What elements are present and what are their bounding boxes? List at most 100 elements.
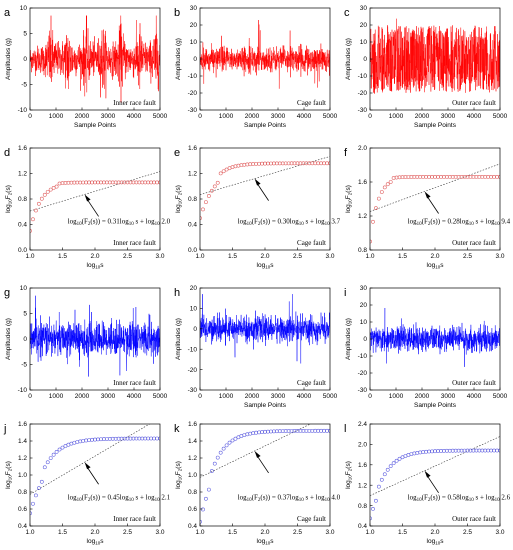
x-tick-label: 5000 [323, 113, 338, 120]
y-tick-label: 10 [190, 306, 198, 313]
plot-area [30, 171, 160, 233]
data-marker [376, 484, 381, 489]
x-tick-label: 1000 [49, 393, 64, 400]
ylabel-part: log [175, 480, 182, 489]
x-tick-label: 3.0 [325, 529, 334, 536]
equation-part: 3.7 [330, 217, 341, 225]
equation-part: (s)) = 0.37log [260, 493, 299, 501]
plot-area [370, 163, 500, 244]
fault-annotation: Inner race fault [113, 239, 156, 247]
y-axis-label: log10F2(s) [345, 461, 353, 489]
equation-part: (s)) = 0.31log [90, 217, 129, 225]
data-marker [209, 188, 214, 193]
y-tick-label: 2.4 [358, 421, 367, 428]
y-tick-label: 10 [360, 39, 368, 46]
y-tick-label: -30 [188, 107, 198, 114]
data-marker [388, 464, 393, 469]
y-tick-label: 20 [360, 302, 368, 309]
xlabel-part: log [427, 262, 436, 269]
y-axis-label: log10F2(s) [5, 185, 13, 213]
data-marker [54, 449, 59, 454]
panel-letter: h [174, 287, 180, 299]
equation-part: 10 [325, 498, 331, 503]
ylabel-part: log [5, 204, 12, 213]
data-marker [224, 443, 229, 448]
signal-trace [30, 15, 160, 103]
data-marker [57, 447, 62, 452]
arrow-shaft [256, 454, 269, 474]
equation-part: (s)) = 0.30log [260, 217, 299, 225]
ylabel-part: F [345, 195, 352, 199]
axes-frame [199, 287, 331, 391]
y-tick-label: -5 [21, 362, 27, 369]
fit-equation: log10(F2(s)) = 0.45log10 s + log10 2.1 [68, 493, 171, 503]
x-axis-label: Sample Points [414, 402, 457, 409]
y-tick-label: 5 [23, 311, 27, 318]
equation-part: 10 [299, 498, 305, 503]
data-marker [206, 487, 211, 492]
xlabel-part: log [87, 538, 96, 545]
y-tick-label: 20 [360, 22, 368, 29]
x-tick-label: 0 [198, 393, 202, 400]
ylabel-part: (s) [345, 461, 352, 469]
data-marker [248, 431, 253, 436]
fit-line [200, 424, 312, 478]
equation-part: 10 [495, 498, 501, 503]
y-axis-label: Amplitudes (g) [5, 38, 12, 80]
equation-part: s + log [134, 493, 155, 501]
x-tick-label: 2.5 [293, 253, 302, 260]
y-tick-label: -20 [188, 367, 198, 374]
x-tick-label: 3.0 [325, 253, 334, 260]
y-tick-label: 1.2 [188, 455, 197, 462]
y-tick-label: -20 [358, 370, 368, 377]
y-tick-label: 10 [20, 285, 28, 292]
equation-part: (s)) = 0.58log [430, 493, 469, 501]
y-tick-label: -30 [358, 387, 368, 394]
arrow-head [254, 178, 261, 186]
y-tick-label: -10 [18, 107, 28, 114]
data-marker [200, 216, 202, 221]
y-tick-label: 0.4 [18, 523, 27, 530]
data-marker [215, 455, 220, 460]
x-tick-label: 0 [28, 393, 32, 400]
x-tick-label: 2.0 [430, 253, 439, 260]
x-tick-label: 2000 [75, 393, 90, 400]
x-tick-label: 0 [368, 393, 372, 400]
y-tick-label: 1.2 [188, 171, 197, 178]
x-tick-label: 2.5 [293, 529, 302, 536]
panel-letter: g [4, 287, 10, 299]
ylabel-part: (s) [175, 461, 182, 469]
ylabel-part: (s) [175, 185, 182, 193]
y-tick-label: -10 [358, 353, 368, 360]
ylabel-part: log [5, 480, 12, 489]
data-marker [206, 194, 211, 198]
y-tick-label: 1.6 [358, 462, 367, 469]
signal-trace [30, 295, 160, 377]
y-tick-label: 0 [363, 336, 367, 343]
equation-part: 2 [428, 222, 431, 227]
panel-letter: d [4, 147, 10, 159]
plot-area [200, 424, 330, 524]
x-tick-label: 2000 [415, 113, 430, 120]
y-tick-label: 0 [193, 56, 197, 63]
data-marker [30, 228, 32, 233]
data-marker [233, 436, 238, 441]
x-axis-label: log10s [257, 538, 275, 546]
y-tick-label: 10 [360, 319, 368, 326]
y-tick-label: 0 [23, 336, 27, 343]
ylabel-part: F [175, 195, 182, 199]
data-marker [385, 182, 390, 187]
y-tick-label: 0.4 [18, 222, 27, 229]
equation-part: s + log [304, 217, 325, 225]
y-axis-label: log10F2(s) [5, 461, 13, 489]
fault-annotation: Inner race fault [113, 379, 156, 387]
y-tick-label: 0.8 [188, 489, 197, 496]
equation-part: s + log [474, 217, 495, 225]
fault-annotation: Cage fault [297, 239, 326, 247]
arrow-shaft [86, 466, 99, 485]
equation-part: 4.0 [330, 493, 341, 501]
xlabel-sub: 10 [95, 541, 101, 546]
panel-letter: i [344, 287, 346, 299]
y-tick-label: 0.8 [358, 503, 367, 510]
xlabel-part: log [427, 538, 436, 545]
